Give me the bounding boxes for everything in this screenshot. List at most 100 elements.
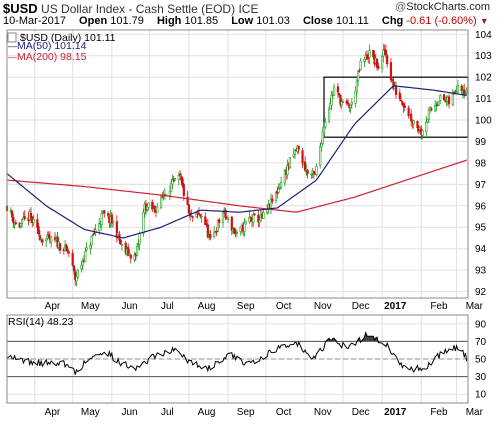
rsi-y-tick-label: 90 xyxy=(475,319,487,330)
candle-body xyxy=(200,216,203,218)
candle-body xyxy=(214,232,217,234)
candle-body xyxy=(437,101,441,106)
candle-body xyxy=(128,253,131,256)
candle-body xyxy=(138,233,141,245)
candle-body xyxy=(91,234,94,236)
candle-body xyxy=(279,182,283,188)
candle-body xyxy=(119,240,122,245)
price-x-tick-label: Jul xyxy=(161,301,174,312)
price-y-tick-label: 103 xyxy=(475,51,492,62)
candle-body xyxy=(421,130,424,136)
legend-price-swatch xyxy=(7,32,17,43)
open-label: Open xyxy=(79,15,108,27)
candle-body xyxy=(456,85,459,93)
price-y-tick-label: 95 xyxy=(475,223,487,234)
candle-body xyxy=(75,276,78,282)
rsi-y-tick-label: 70 xyxy=(475,337,487,348)
open-value: 101.79 xyxy=(110,15,144,27)
stockcharts-logo-icon: @ xyxy=(395,1,407,13)
price-x-tick-label: Nov xyxy=(314,301,332,312)
candle-body xyxy=(357,71,360,81)
candle-body xyxy=(382,49,385,57)
legend-ma50: MA(50) 101.14 xyxy=(17,40,87,52)
candle-body xyxy=(350,101,353,105)
low-value: 101.03 xyxy=(256,15,290,27)
candle-body xyxy=(74,271,77,281)
rsi-x-tick-label: Jul xyxy=(161,407,174,418)
candle-body xyxy=(120,244,124,246)
candle-body xyxy=(129,254,132,259)
candle-body xyxy=(447,96,451,105)
ma50-line xyxy=(6,85,467,239)
candle-body xyxy=(418,127,422,130)
candle-body xyxy=(12,216,15,223)
price-x-tick-label: Apr xyxy=(45,301,61,312)
candle-body xyxy=(257,214,260,223)
candle-body xyxy=(367,57,370,59)
candle-body xyxy=(320,143,323,148)
rsi-overbought-fill xyxy=(7,332,467,342)
candle-body xyxy=(110,214,113,224)
legend-ma200: MA(200) 98.15 xyxy=(17,51,87,63)
candle-body xyxy=(249,217,252,219)
candle-body xyxy=(386,55,389,65)
candle-body xyxy=(67,251,70,254)
candle-body xyxy=(407,107,410,117)
price-x-tick-label: Dec xyxy=(352,301,370,312)
candle-body xyxy=(403,105,406,108)
candle-body xyxy=(355,81,358,93)
candle-body xyxy=(329,103,332,109)
candle-body xyxy=(205,223,208,226)
candle-body xyxy=(84,251,87,263)
candle-body xyxy=(346,102,350,105)
candle-body xyxy=(151,201,154,210)
candle-body xyxy=(399,99,403,102)
candle-body xyxy=(235,232,238,234)
candle-body xyxy=(85,247,88,251)
candle-body xyxy=(333,86,336,96)
candle-body xyxy=(322,126,326,134)
candle-body xyxy=(464,93,467,95)
rsi-x-tick-label: 2017 xyxy=(384,407,407,418)
quote-date: 10-Mar-2017 xyxy=(3,15,66,27)
candle-body xyxy=(66,248,69,253)
rsi-x-tick-label: Feb xyxy=(430,407,448,418)
candle-body xyxy=(161,196,164,198)
candle-body xyxy=(178,173,182,176)
candle-body xyxy=(133,254,136,261)
price-y-tick-label: 98 xyxy=(475,158,487,169)
candle-body xyxy=(187,204,190,214)
candle-body xyxy=(451,93,454,106)
candle-body xyxy=(248,216,251,222)
candle-body xyxy=(103,210,106,214)
candle-body xyxy=(402,103,405,108)
price-y-axis: 92 93 94 95 96 97 98 99 100 101 102 103 104 xyxy=(475,30,492,298)
candle-body xyxy=(106,213,110,216)
candle-body xyxy=(383,49,386,51)
candle-body xyxy=(221,212,225,224)
close-label: Close xyxy=(302,15,333,27)
price-x-tick-label: Oct xyxy=(276,301,292,312)
candle-body xyxy=(181,178,184,187)
candle-body xyxy=(41,239,44,243)
close-value: 101.11 xyxy=(336,15,369,27)
candle-body xyxy=(297,145,300,150)
price-y-tick-label: 97 xyxy=(475,180,487,191)
candle-body xyxy=(47,234,50,237)
candle-body xyxy=(434,104,437,112)
candle-body xyxy=(349,104,352,108)
candle-body xyxy=(416,121,419,129)
candle-body xyxy=(81,260,84,266)
candle-body xyxy=(363,58,366,62)
candle-body xyxy=(327,109,331,122)
rsi-x-tick-label: Jun xyxy=(121,407,137,418)
candle-body xyxy=(38,235,41,241)
candle-body xyxy=(206,224,209,238)
price-y-tick-label: 92 xyxy=(475,287,487,298)
candle-body xyxy=(23,216,26,220)
candle-body xyxy=(372,50,375,57)
candle-body xyxy=(182,184,185,196)
candle-body xyxy=(312,170,316,174)
ma200-line xyxy=(6,159,467,213)
